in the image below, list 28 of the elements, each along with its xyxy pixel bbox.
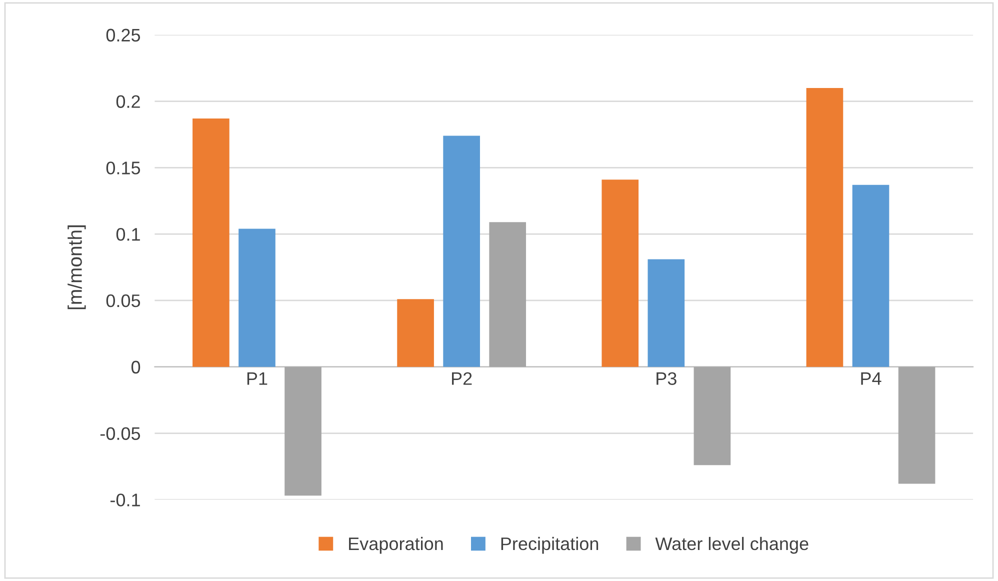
bar: [602, 180, 639, 367]
x-tick-label: P2: [452, 372, 472, 385]
y-tick-label: 0.05: [106, 294, 140, 308]
legend-label: Water level change: [655, 536, 808, 554]
bar: [443, 136, 480, 367]
y-tick-label: 0.15: [106, 162, 140, 174]
legend-label: Evaporation: [349, 536, 443, 554]
legend-label: Precipitation: [501, 536, 598, 554]
x-tick-label: P3: [656, 372, 676, 385]
bar: [852, 184, 890, 367]
bar: [238, 228, 276, 367]
y-tick-label: 0.25: [106, 28, 140, 42]
bar: [397, 299, 434, 367]
y-tick-label: 0.1: [116, 228, 140, 241]
y-axis-title: [m/month]: [68, 225, 86, 310]
y-tick-label: 0: [131, 360, 140, 374]
bar: [489, 222, 526, 367]
y-tick-label: 0.2: [116, 95, 140, 108]
x-tick-label: P4: [861, 372, 882, 385]
bar: [648, 259, 685, 367]
x-tick-label: P1: [247, 372, 268, 385]
y-tick-label: -0.1: [110, 494, 140, 506]
bar: [806, 88, 844, 367]
bar: [694, 366, 731, 466]
bar: [898, 366, 936, 484]
bar: [284, 366, 322, 496]
bar: [192, 118, 230, 367]
y-tick-label: -0.05: [100, 427, 140, 440]
